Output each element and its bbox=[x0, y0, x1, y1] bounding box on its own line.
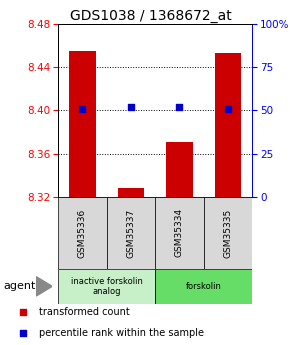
Text: GDS1038 / 1368672_at: GDS1038 / 1368672_at bbox=[70, 9, 232, 23]
Point bbox=[177, 104, 182, 110]
Point bbox=[226, 106, 230, 111]
Bar bbox=[58, 269, 155, 304]
Text: inactive forskolin
analog: inactive forskolin analog bbox=[71, 277, 142, 296]
Text: GSM35337: GSM35337 bbox=[126, 208, 135, 257]
Text: GSM35334: GSM35334 bbox=[175, 208, 184, 257]
Bar bbox=[155, 197, 204, 269]
Text: forskolin: forskolin bbox=[186, 282, 222, 291]
Bar bbox=[204, 197, 252, 269]
Text: GSM35336: GSM35336 bbox=[78, 208, 87, 257]
Bar bbox=[58, 197, 106, 269]
Text: GSM35335: GSM35335 bbox=[224, 208, 233, 257]
Point bbox=[20, 331, 25, 336]
Bar bbox=[155, 269, 252, 304]
Bar bbox=[106, 197, 155, 269]
Bar bbox=[215, 53, 241, 197]
Text: percentile rank within the sample: percentile rank within the sample bbox=[39, 328, 204, 338]
Bar bbox=[117, 188, 144, 197]
Bar bbox=[166, 142, 193, 197]
Text: agent: agent bbox=[3, 282, 35, 291]
Polygon shape bbox=[36, 277, 52, 296]
Point bbox=[128, 104, 133, 110]
Text: transformed count: transformed count bbox=[39, 307, 130, 317]
Point bbox=[80, 106, 85, 111]
Point bbox=[20, 309, 25, 315]
Bar bbox=[69, 51, 96, 197]
